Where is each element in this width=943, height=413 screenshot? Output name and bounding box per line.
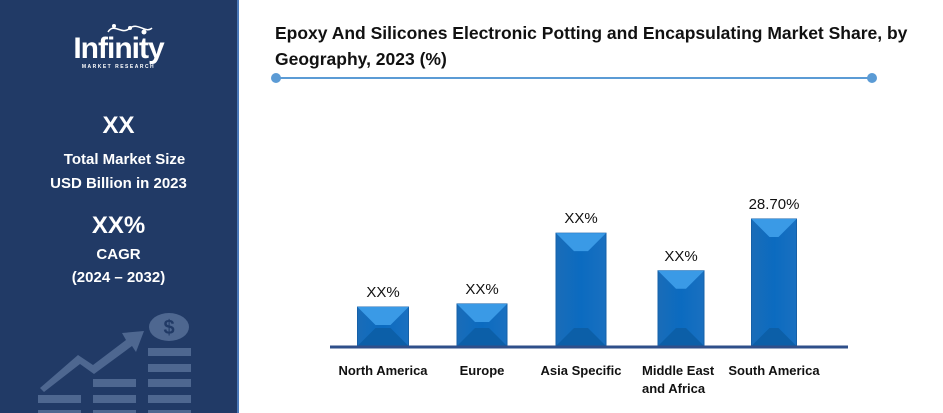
chart-title: Epoxy And Silicones Electronic Potting a… <box>275 23 908 69</box>
cagr-period: (2024 – 2032) <box>71 269 166 286</box>
cagr-value: XX% <box>91 212 146 239</box>
cagr-label: CAGR <box>96 246 141 263</box>
logo-subtitle: MARKET RESEARCH <box>81 64 156 70</box>
data-label: XX% <box>465 281 498 298</box>
category-label: Asia Specific <box>540 363 622 378</box>
logo: Infinity MARKET RESEARCH <box>0 22 237 70</box>
data-label: XX% <box>564 210 597 227</box>
title-underline <box>276 77 872 79</box>
bar-0 <box>357 306 409 347</box>
market-size-unit: USD Billion in 2023 <box>50 175 187 192</box>
market-size-value: XX <box>102 112 135 139</box>
bar-2 <box>555 232 607 347</box>
data-label: XX% <box>664 248 697 265</box>
category-label: North America <box>338 363 428 378</box>
underline-dot-left <box>271 73 281 83</box>
logo-text: Infinity <box>73 32 164 65</box>
category-label: Europe <box>459 363 505 378</box>
sidebar: Infinity MARKET RESEARCH XX Total Market… <box>0 0 239 413</box>
bar-1 <box>456 303 508 347</box>
category-label: Middle East and Africa <box>642 363 715 396</box>
bar-3 <box>657 270 705 347</box>
bar-4 <box>751 218 797 347</box>
underline-dot-right <box>867 73 877 83</box>
infinity-logo-icon <box>107 24 153 35</box>
growth-chart-icon: $ <box>38 313 191 413</box>
market-size-label: Total Market Size <box>63 151 186 168</box>
data-label: XX% <box>366 284 399 301</box>
category-label: South America <box>728 363 820 378</box>
data-label: 28.70% <box>749 196 800 213</box>
svg-text:$: $ <box>163 317 174 339</box>
